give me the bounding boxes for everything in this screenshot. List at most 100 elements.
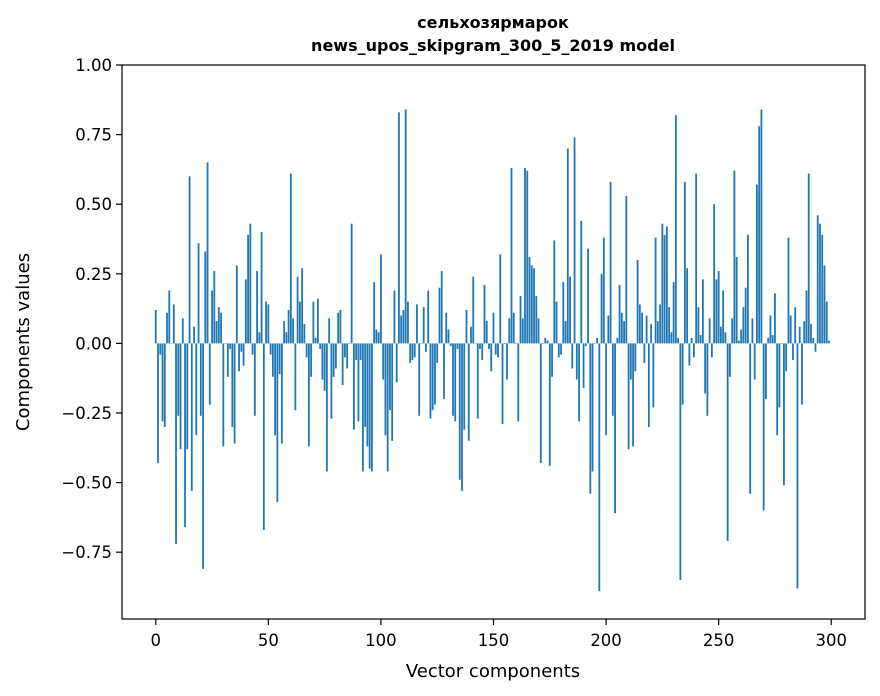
bar bbox=[258, 332, 261, 344]
bar bbox=[825, 301, 828, 344]
y-tick-label: −0.50 bbox=[61, 474, 112, 493]
bar bbox=[708, 318, 711, 344]
bar bbox=[515, 343, 517, 344]
bar bbox=[602, 237, 605, 344]
bar bbox=[589, 343, 592, 494]
bar bbox=[181, 318, 184, 344]
bar bbox=[774, 293, 776, 344]
bar bbox=[609, 181, 612, 344]
bar bbox=[391, 343, 394, 441]
bar bbox=[319, 343, 322, 349]
bar bbox=[548, 343, 551, 466]
bar bbox=[819, 223, 821, 344]
bar bbox=[159, 343, 162, 355]
bar bbox=[661, 223, 664, 344]
bar bbox=[316, 298, 319, 344]
bar bbox=[274, 343, 276, 436]
bar bbox=[503, 343, 506, 344]
bar bbox=[623, 321, 625, 344]
bar bbox=[582, 343, 585, 388]
bar bbox=[260, 232, 263, 344]
bar bbox=[427, 290, 430, 344]
bar bbox=[310, 343, 313, 377]
bar bbox=[672, 282, 675, 344]
bar bbox=[407, 301, 409, 344]
bar bbox=[598, 343, 601, 592]
bar bbox=[271, 343, 274, 377]
bar bbox=[742, 307, 745, 344]
bar bbox=[323, 343, 326, 391]
bar bbox=[472, 276, 475, 344]
bar bbox=[823, 265, 826, 344]
bar bbox=[668, 307, 671, 344]
bar bbox=[796, 343, 799, 589]
bar bbox=[512, 312, 515, 344]
bar bbox=[760, 109, 763, 344]
bar bbox=[510, 168, 513, 344]
bar bbox=[199, 343, 202, 416]
bar bbox=[807, 173, 810, 344]
bar bbox=[812, 337, 815, 344]
bar bbox=[384, 343, 387, 436]
bar bbox=[325, 343, 328, 472]
x-tick-label: 150 bbox=[478, 631, 510, 650]
bar bbox=[413, 343, 416, 358]
bar bbox=[787, 237, 790, 344]
bar bbox=[508, 318, 511, 344]
bar bbox=[740, 329, 743, 344]
x-tick-label: 300 bbox=[815, 631, 847, 650]
bar bbox=[400, 315, 403, 344]
bar bbox=[350, 223, 353, 344]
bar bbox=[654, 237, 657, 344]
bar bbox=[330, 343, 333, 419]
bar bbox=[425, 343, 427, 352]
bar bbox=[713, 204, 716, 344]
bar bbox=[715, 279, 718, 344]
bar bbox=[389, 343, 391, 411]
bar bbox=[747, 234, 749, 344]
bar bbox=[186, 343, 189, 450]
bar bbox=[706, 343, 709, 416]
bar bbox=[607, 315, 610, 344]
bar bbox=[801, 343, 803, 405]
bar bbox=[377, 332, 380, 344]
bar bbox=[364, 343, 367, 427]
bar bbox=[726, 343, 729, 542]
bar bbox=[373, 282, 376, 344]
bar bbox=[195, 343, 198, 436]
bar bbox=[699, 335, 702, 344]
bar bbox=[537, 318, 540, 344]
bar bbox=[359, 343, 362, 361]
bar bbox=[670, 332, 673, 344]
y-tick-label: 0.00 bbox=[75, 334, 112, 353]
bar bbox=[193, 326, 195, 344]
bar bbox=[395, 343, 398, 383]
bar bbox=[620, 312, 623, 344]
bar bbox=[765, 343, 767, 400]
bar bbox=[593, 343, 596, 344]
bar bbox=[551, 343, 553, 377]
bar bbox=[440, 271, 443, 344]
bar bbox=[695, 173, 698, 344]
bar bbox=[253, 343, 256, 416]
bar bbox=[785, 343, 788, 372]
bar bbox=[170, 343, 173, 344]
bar bbox=[571, 343, 574, 369]
bar bbox=[789, 315, 792, 344]
y-tick-label: 0.50 bbox=[75, 195, 112, 214]
bar bbox=[497, 343, 499, 358]
bar bbox=[526, 170, 529, 344]
bar bbox=[314, 337, 317, 344]
bar bbox=[380, 254, 382, 344]
bar bbox=[792, 343, 794, 361]
bar bbox=[679, 343, 682, 581]
bar bbox=[161, 343, 164, 422]
bar bbox=[283, 321, 286, 344]
bar bbox=[298, 301, 301, 344]
bar bbox=[555, 301, 558, 344]
bar bbox=[560, 343, 562, 355]
bar bbox=[647, 343, 650, 427]
bar bbox=[292, 318, 295, 344]
bar bbox=[422, 307, 425, 344]
